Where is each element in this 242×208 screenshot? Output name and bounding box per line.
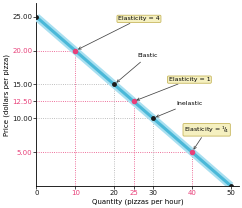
X-axis label: Quantity (pizzas per hour): Quantity (pizzas per hour) [92,198,183,204]
Text: Inelastic: Inelastic [156,101,203,117]
Y-axis label: Price (dollars per pizza): Price (dollars per pizza) [3,54,10,136]
Text: Elastic: Elastic [117,53,158,82]
Text: Elasticity = 1: Elasticity = 1 [137,77,210,100]
Text: Elasticity = $^1\!/\!_4$: Elasticity = $^1\!/\!_4$ [184,125,229,149]
Text: Elasticity = 4: Elasticity = 4 [79,16,160,49]
